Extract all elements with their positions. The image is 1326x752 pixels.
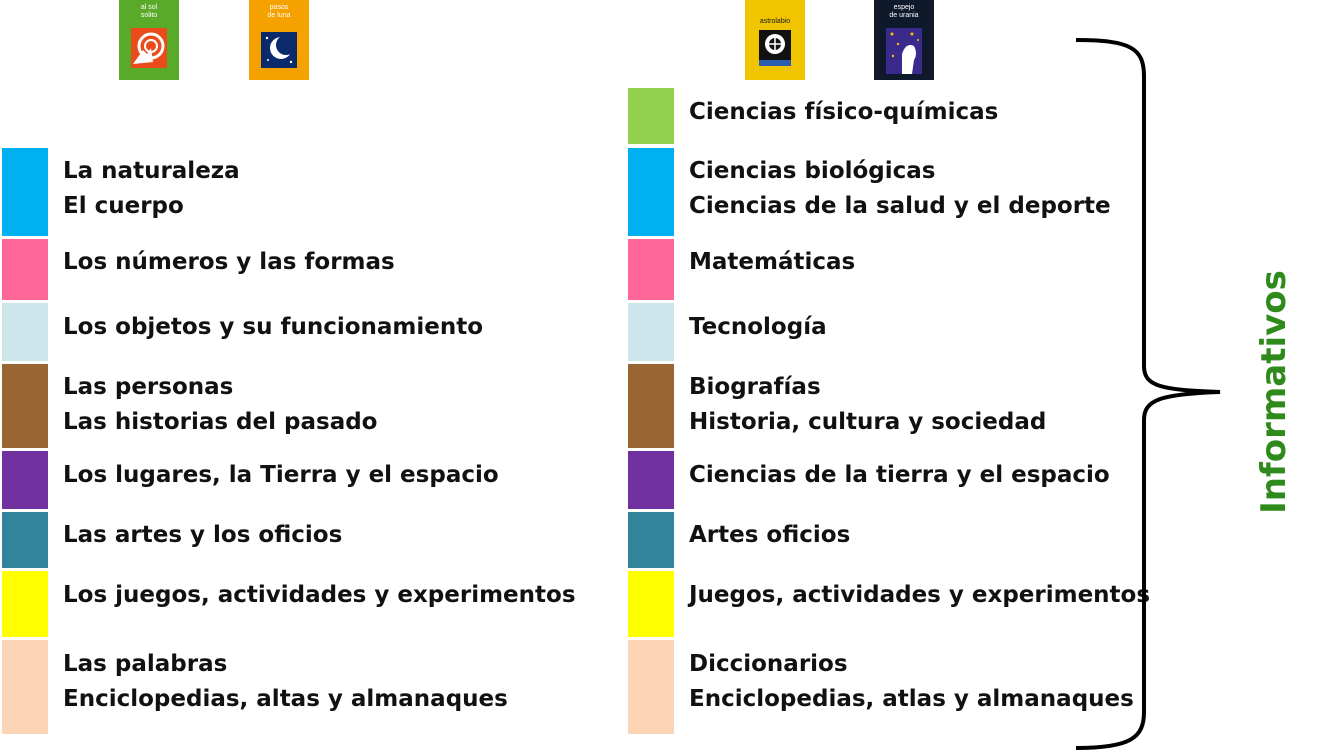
category-line: Ciencias físico-químicas — [689, 99, 999, 125]
category-label: Matemáticas — [689, 245, 855, 280]
swatch-palabras — [2, 640, 48, 734]
starry-mirror-icon — [886, 28, 922, 74]
category-line: Las palabras — [63, 651, 228, 677]
category-label: Tecnología — [689, 310, 827, 345]
category-line: Ciencias de la tierra y el espacio — [689, 462, 1110, 488]
logo-espejo-de-urania: espejo de urania — [874, 0, 934, 80]
category-line: Los juegos, actividades y experimentos — [63, 582, 576, 608]
category-line: Matemáticas — [689, 249, 856, 275]
category-label: Biografías Historia, cultura y sociedad — [689, 370, 1046, 440]
category-line: Juegos, actividades y experimentos — [689, 582, 1151, 608]
swatch-juegos-actividades — [628, 571, 674, 637]
category-line: Los lugares, la Tierra y el espacio — [63, 462, 499, 488]
swatch-matematicas — [628, 239, 674, 300]
category-label: La naturaleza El cuerpo — [63, 154, 240, 224]
category-label: Las palabras Enciclopedias, altas y alma… — [63, 647, 508, 717]
swatch-tierra-espacio — [628, 451, 674, 509]
category-line: Tecnología — [689, 314, 827, 340]
category-label: Los objetos y su funcionamiento — [63, 310, 483, 345]
swatch-artes — [2, 512, 48, 568]
category-line: Los objetos y su funcionamiento — [63, 314, 484, 340]
category-line: Enciclopedias, altas y almanaques — [63, 686, 508, 712]
logo-text: al sol solito — [140, 4, 158, 19]
swatch-numeros — [2, 239, 48, 300]
category-line: Biografías — [689, 374, 821, 400]
swatch-objetos — [2, 303, 48, 361]
category-line: Diccionarios — [689, 651, 848, 677]
swatch-lugares — [2, 451, 48, 509]
category-line: El cuerpo — [63, 193, 184, 219]
sun-hand-icon — [131, 28, 167, 68]
category-label: Artes oficios — [689, 518, 850, 553]
swatch-diccionarios — [628, 640, 674, 734]
swatch-fisico-quimicas — [628, 88, 674, 144]
category-label: Los números y las formas — [63, 245, 395, 280]
logo-text: astrolabio — [759, 18, 791, 25]
curly-brace — [1075, 38, 1221, 750]
category-line: Las artes y los oficios — [63, 522, 343, 548]
category-label: Ciencias de la tierra y el espacio — [689, 458, 1110, 493]
category-label: Diccionarios Enciclopedias, atlas y alma… — [689, 647, 1134, 717]
category-line: Ciencias biológicas — [689, 158, 936, 184]
group-label: Informativos — [1254, 270, 1294, 514]
category-label: Las personas Las historias del pasado — [63, 370, 377, 440]
category-label: Ciencias físico-químicas — [689, 95, 998, 130]
moon-icon — [261, 32, 297, 68]
logo-pasos-de-luna: pasos de luna — [249, 0, 309, 80]
category-line: Historia, cultura y sociedad — [689, 409, 1047, 435]
category-line: Las historias del pasado — [63, 409, 378, 435]
logo-text: espejo de urania — [889, 4, 919, 19]
logo-astrolabio: astrolabio — [745, 0, 805, 80]
swatch-tecnologia — [628, 303, 674, 361]
category-label: Los lugares, la Tierra y el espacio — [63, 458, 499, 493]
swatch-biografias — [628, 364, 674, 448]
category-line: Los números y las formas — [63, 249, 395, 275]
logo-al-sol-solito: al sol solito — [119, 0, 179, 80]
swatch-personas — [2, 364, 48, 448]
category-label: Las artes y los oficios — [63, 518, 342, 553]
category-line: Enciclopedias, atlas y almanaques — [689, 686, 1134, 712]
category-label: Los juegos, actividades y experimentos — [63, 578, 576, 613]
category-label: Juegos, actividades y experimentos — [689, 578, 1150, 613]
swatch-artes-oficios — [628, 512, 674, 568]
category-line: Las personas — [63, 374, 234, 400]
swatch-biologicas — [628, 148, 674, 236]
swatch-juegos — [2, 571, 48, 637]
astrolabe-icon — [759, 30, 791, 66]
category-line: Ciencias de la salud y el deporte — [689, 193, 1111, 219]
swatch-naturaleza — [2, 148, 48, 236]
category-line: Artes oficios — [689, 522, 851, 548]
category-label: Ciencias biológicas Ciencias de la salud… — [689, 154, 1111, 224]
category-line: La naturaleza — [63, 158, 240, 184]
logo-text: pasos de luna — [267, 4, 291, 19]
